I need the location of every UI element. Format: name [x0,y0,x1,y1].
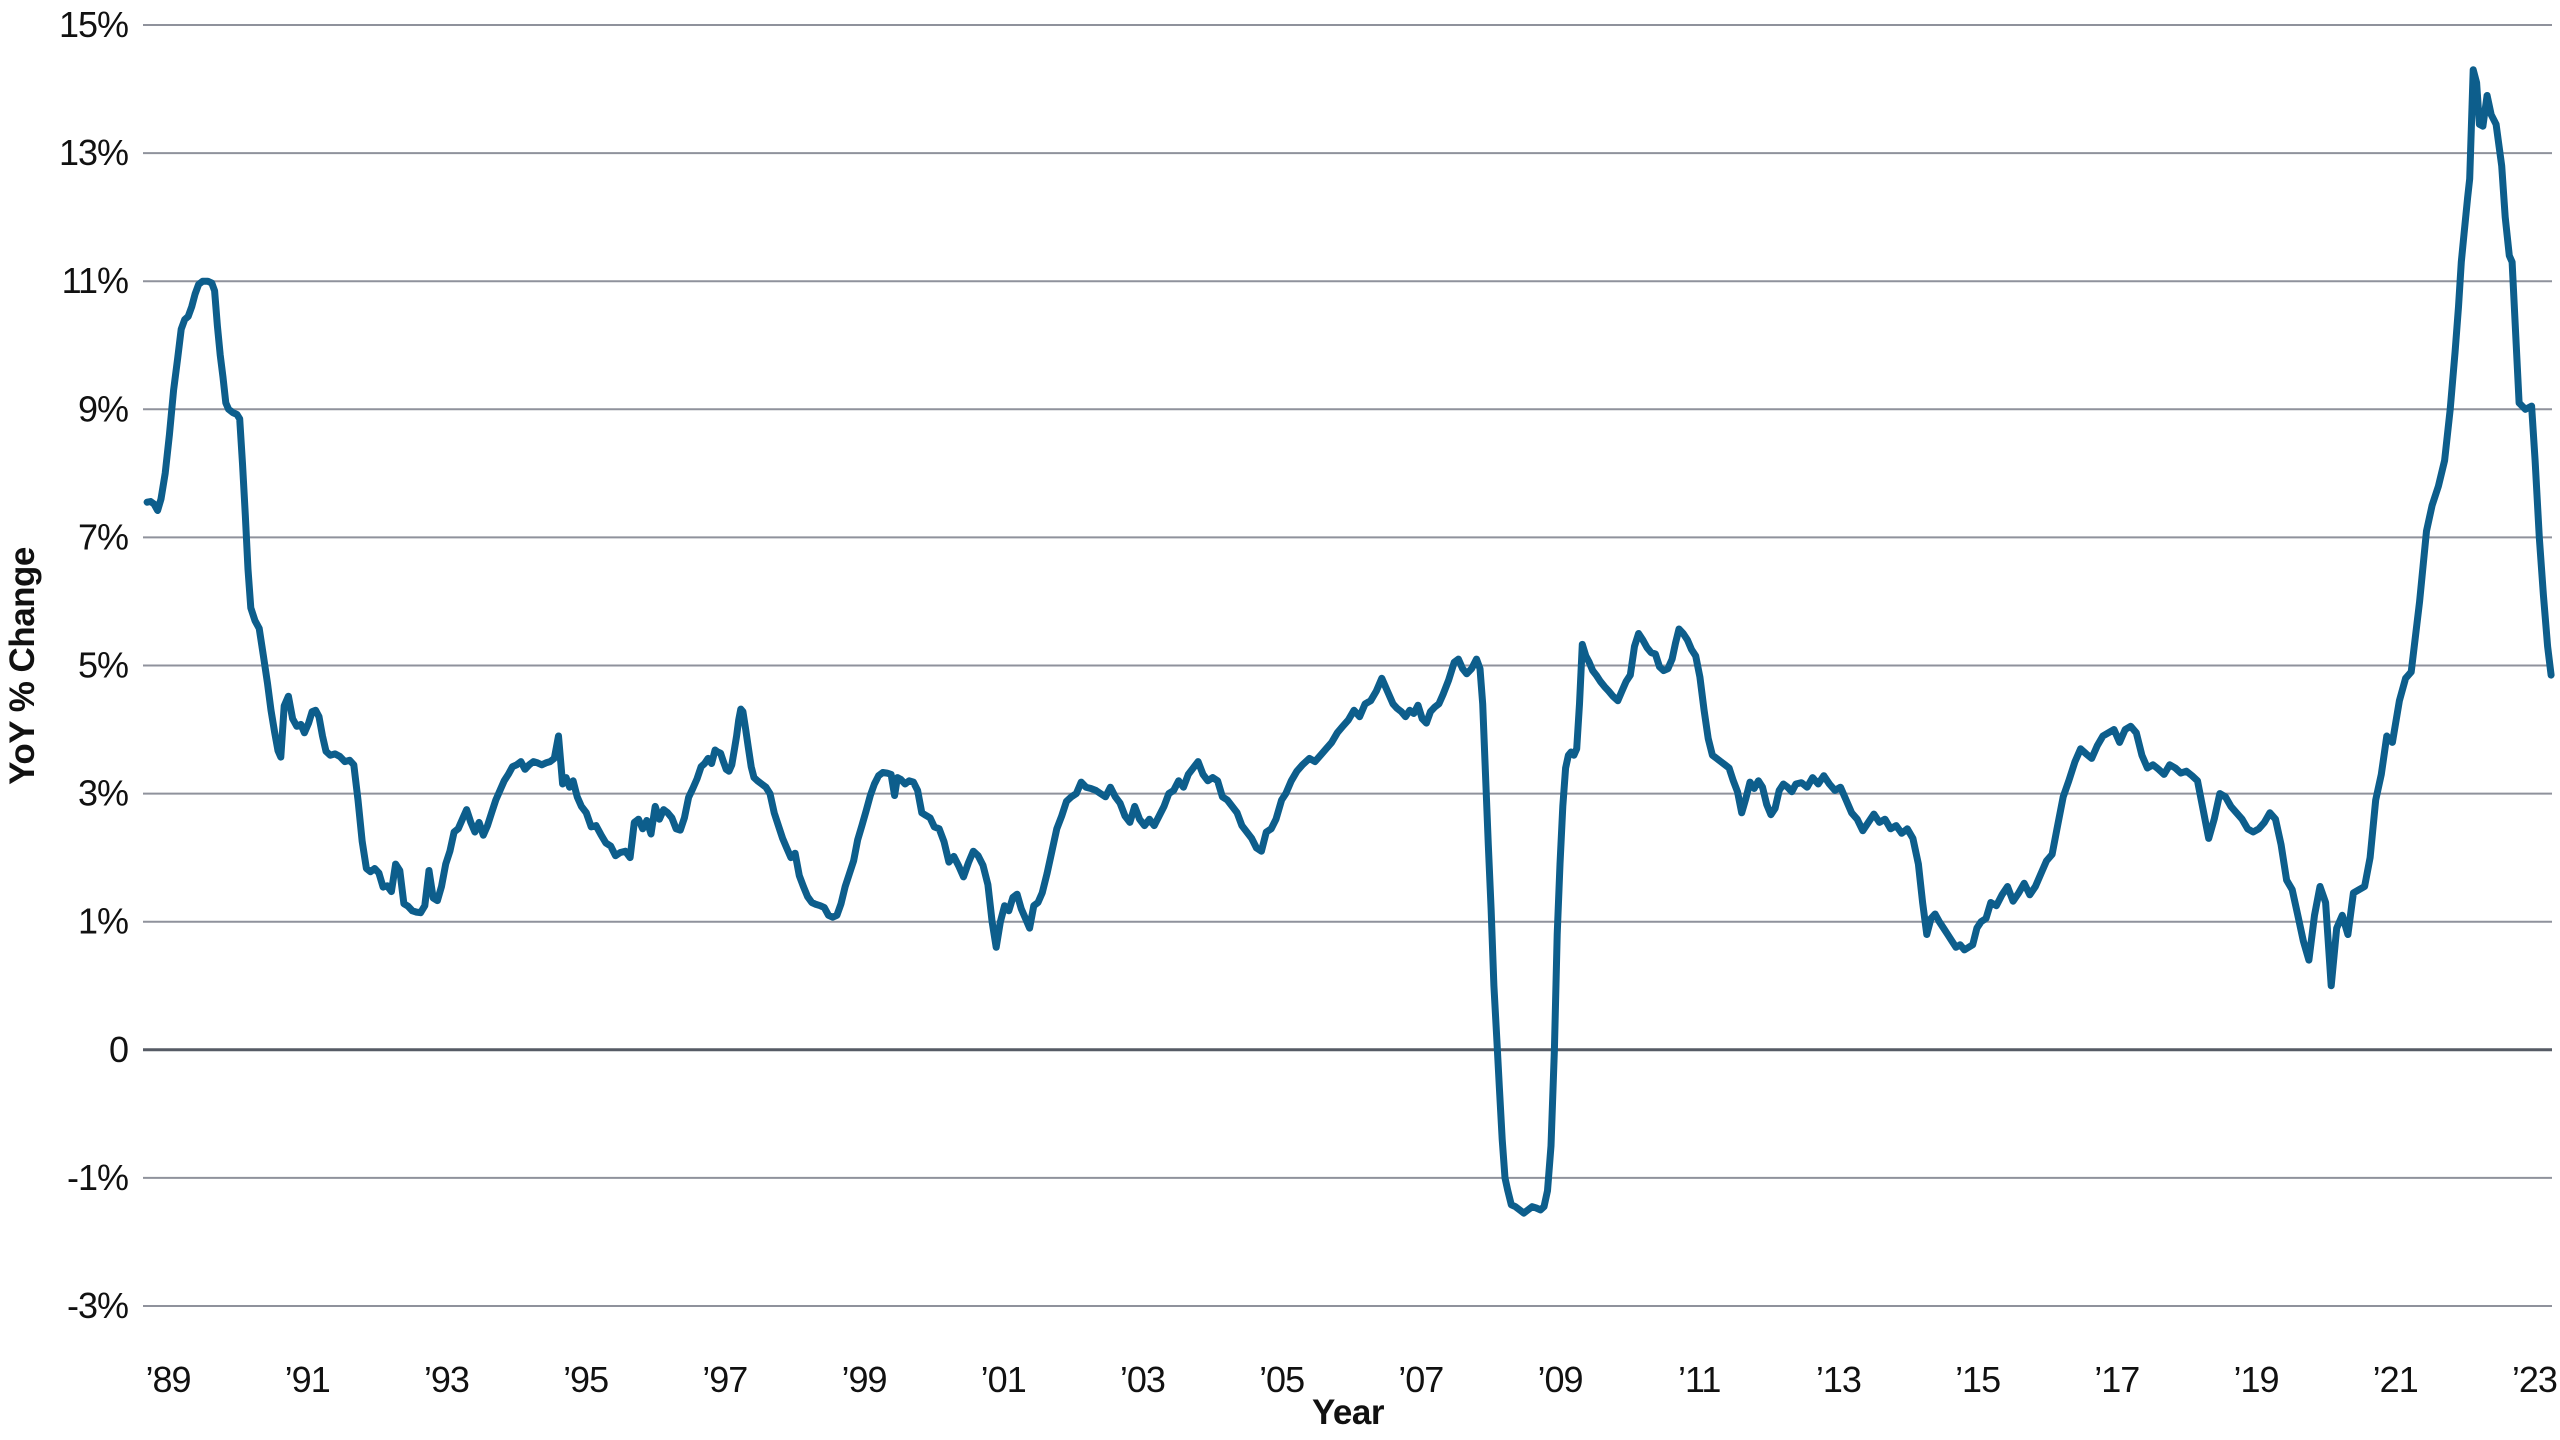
x-tick-label: ’17 [2094,1359,2139,1400]
y-tick-label: 15% [59,4,128,45]
gridlines [143,24,2552,1307]
x-tick-label: ’11 [1678,1359,1720,1400]
y-tick-label: 3% [78,773,128,814]
y-tick-label: 11% [62,260,128,301]
x-tick-label: ’09 [1537,1359,1582,1400]
x-tick-label: ’03 [1120,1359,1165,1400]
x-tick-label: ’95 [563,1359,608,1400]
x-tick-label: ’15 [1955,1359,2000,1400]
y-tick-label: 5% [78,645,128,686]
y-axis-title: YoY % Change [3,547,42,785]
x-tick-label: ’19 [2233,1359,2278,1400]
x-tick-label: ’89 [145,1359,190,1400]
data-line [143,66,2555,1217]
x-tick-label: ’13 [1816,1359,1861,1400]
y-tick-label: 0 [109,1029,128,1070]
x-tick-label: ’99 [841,1359,886,1400]
x-tick-label: ’97 [702,1359,747,1400]
y-axis-labels: 15% 13% 11% 9% 7% 5% 3% 1% 0 -1% -3% [59,4,129,1326]
x-axis-title: Year [1312,1393,1385,1432]
x-tick-label: ’05 [1259,1359,1304,1400]
x-tick-label: ’07 [1398,1359,1443,1400]
x-tick-label: ’93 [424,1359,469,1400]
x-tick-label: ’91 [285,1359,330,1400]
y-tick-label: 1% [78,901,128,942]
y-tick-label: 13% [59,132,128,173]
y-tick-label: -1% [67,1157,128,1198]
y-tick-label: -3% [67,1285,128,1326]
y-tick-label: 7% [78,516,128,557]
x-axis-labels: ’89 ’91 ’93 ’95 ’97 ’99 ’01 ’03 ’05 ’07 ’09 ’11 ’13 ’… [145,1359,2557,1400]
x-tick-label: ’21 [2373,1359,2418,1400]
x-tick-label: ’23 [2512,1359,2557,1400]
x-tick-label: ’01 [981,1359,1026,1400]
y-tick-label: 9% [78,388,128,429]
